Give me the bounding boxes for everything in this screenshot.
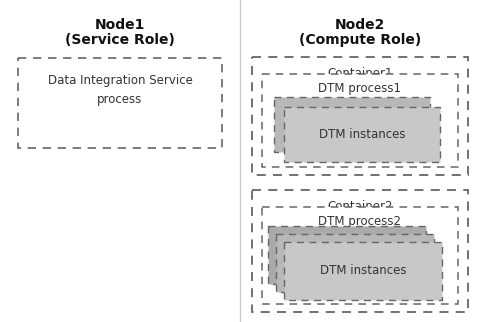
- Bar: [276, 234, 434, 292]
- Text: DTM process1: DTM process1: [319, 82, 401, 95]
- Text: Node1: Node1: [95, 18, 145, 32]
- Text: (Service Role): (Service Role): [65, 33, 175, 47]
- Text: DTM instances: DTM instances: [320, 264, 406, 278]
- Text: (Compute Role): (Compute Role): [299, 33, 421, 47]
- Bar: [18, 58, 222, 148]
- Bar: [284, 107, 440, 162]
- Text: Container1: Container1: [327, 67, 393, 80]
- Bar: [284, 242, 442, 300]
- Bar: [252, 190, 468, 312]
- Bar: [268, 226, 426, 284]
- Text: Node2: Node2: [335, 18, 385, 32]
- Text: Data Integration Service
process: Data Integration Service process: [48, 74, 192, 106]
- Bar: [252, 57, 468, 175]
- Text: DTM process2: DTM process2: [319, 215, 401, 228]
- Text: DTM instances: DTM instances: [319, 128, 405, 140]
- Bar: [262, 207, 458, 304]
- Bar: [262, 74, 458, 167]
- Bar: [274, 97, 430, 152]
- Text: Container2: Container2: [327, 200, 393, 213]
